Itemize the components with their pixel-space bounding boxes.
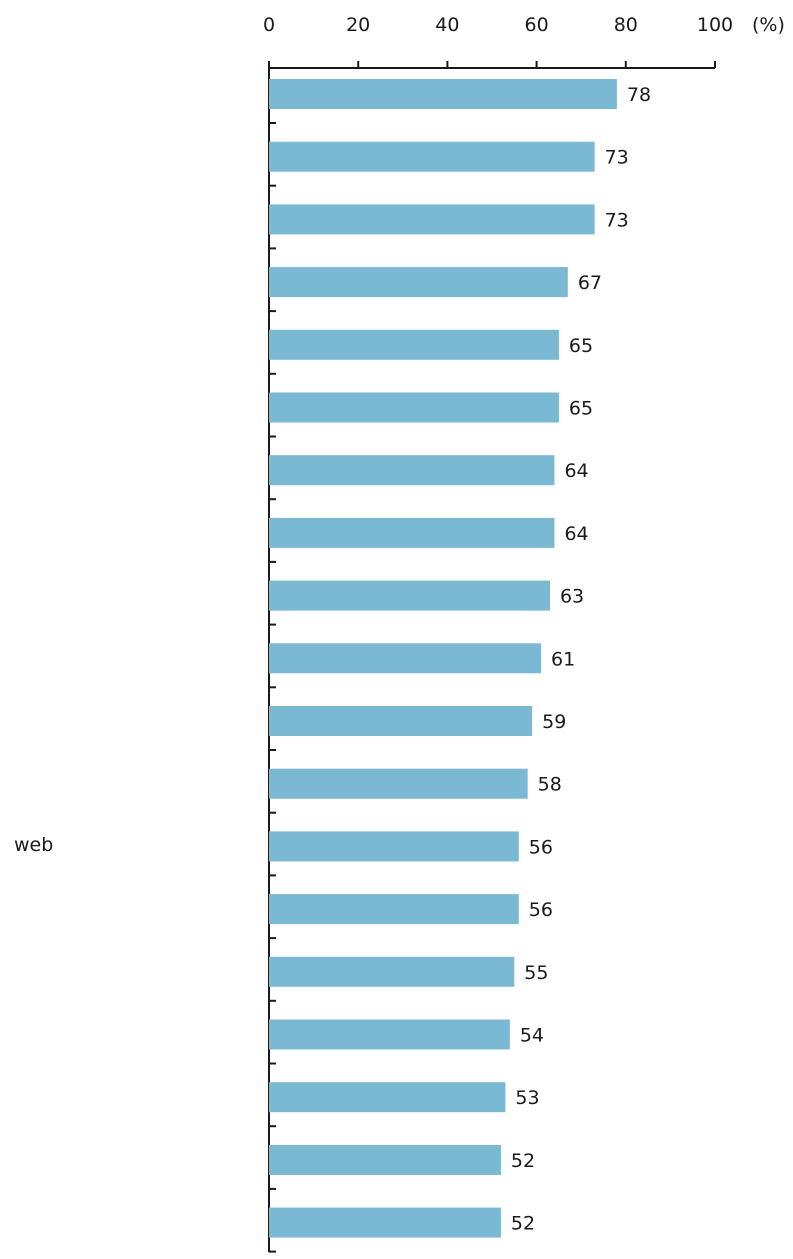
bar [269,329,559,360]
bar-value-label: 55 [524,962,548,984]
bar [269,1207,501,1238]
x-tick-label: 40 [435,14,459,36]
bar [269,768,528,799]
category-label: web [14,834,54,857]
bar [269,79,617,109]
bar [269,956,515,987]
bar [269,831,519,862]
bar-value-label: 65 [569,398,593,420]
bar-value-label: 64 [564,523,588,545]
x-tick-label: 100 [697,14,733,36]
bar-value-label: 59 [542,711,566,733]
bar [269,1082,506,1113]
bar [269,643,542,674]
bar-value-label: 52 [511,1150,535,1172]
bar-series: 78 73 73 67 65 65 64 64 63 61 59 58 56 56 55 54 53 52 52 [269,79,651,1238]
bar [269,1144,501,1175]
bar-value-label: 65 [569,335,593,357]
bar-value-label: 64 [564,460,588,482]
bar-value-label: 63 [560,586,584,608]
bar [269,455,555,486]
bar [269,706,533,736]
bar-value-label: 78 [627,84,651,106]
bar-value-label: 54 [520,1025,544,1047]
bar [269,204,595,235]
bar-value-label: 67 [578,272,602,294]
bar-value-label: 61 [551,648,575,670]
bar [269,141,595,172]
x-tick-label: 80 [614,14,638,36]
bar-value-label: 53 [515,1087,539,1109]
bar-value-label: 73 [605,209,629,231]
x-axis-unit: (%) [752,14,785,36]
bar [269,267,568,298]
bar [269,894,519,925]
bar [269,1019,510,1050]
x-axis: 0 20 40 60 80 100 (%) [263,14,785,1253]
bar-value-label: 73 [605,147,629,169]
bar [269,580,550,611]
bar-value-label: 56 [529,836,553,858]
bar [269,517,555,548]
bar [269,392,559,423]
bar-value-label: 56 [529,899,553,921]
x-tick-label: 60 [525,14,549,36]
x-tick-label: 20 [346,14,370,36]
x-tick-label: 0 [263,14,275,36]
bar-value-label: 58 [538,774,562,796]
bar-value-label: 52 [511,1213,535,1235]
